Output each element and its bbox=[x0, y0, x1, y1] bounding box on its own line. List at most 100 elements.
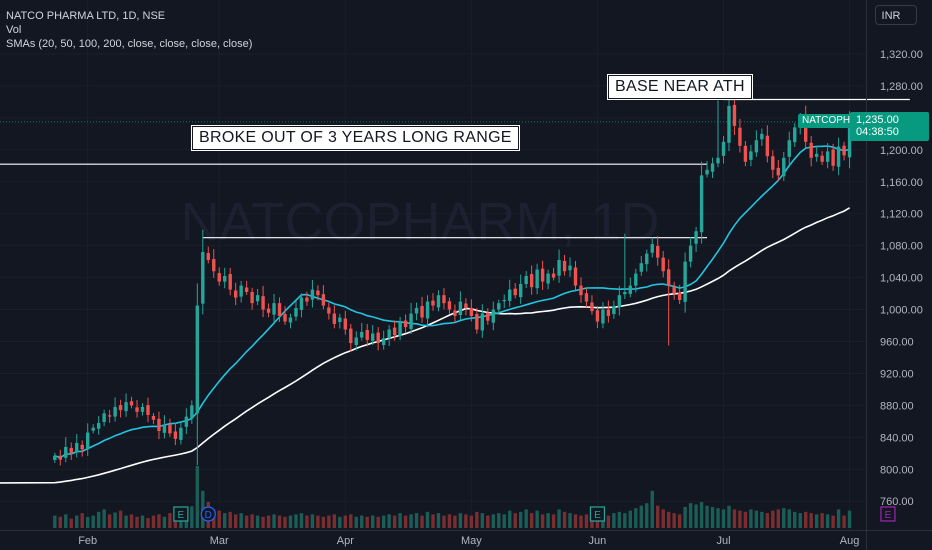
symbol-title[interactable]: NATCO PHARMA LTD, 1D, NSE bbox=[6, 10, 166, 22]
volume-bar bbox=[645, 503, 649, 528]
candle-body bbox=[814, 153, 819, 157]
earnings-marker[interactable] bbox=[589, 506, 606, 522]
volume-bar bbox=[371, 515, 375, 528]
sma-indicator-label[interactable]: SMAs (20, 50, 100, 200, close, close, cl… bbox=[6, 38, 253, 50]
volume-bar bbox=[721, 509, 726, 528]
x-tick-label: Feb bbox=[78, 535, 97, 547]
candle-body bbox=[606, 309, 611, 316]
candle-body bbox=[710, 163, 715, 172]
earnings-marker[interactable] bbox=[173, 506, 189, 522]
volume-bar bbox=[392, 515, 397, 528]
volume-bar bbox=[294, 514, 298, 528]
candle-body bbox=[601, 309, 605, 324]
currency-button[interactable]: INR bbox=[875, 5, 917, 25]
earnings-marker[interactable] bbox=[880, 506, 896, 522]
candle-body bbox=[480, 313, 485, 331]
candle-body bbox=[64, 446, 68, 458]
candle-body bbox=[360, 331, 364, 338]
volume-bar bbox=[798, 513, 802, 528]
y-tick-label: 1,320.00 bbox=[880, 49, 923, 61]
candle-body bbox=[343, 318, 348, 330]
candle-body bbox=[398, 321, 402, 337]
volume-bar bbox=[442, 515, 446, 528]
candle-body bbox=[201, 252, 205, 304]
candle-body bbox=[804, 117, 808, 142]
volume-bar bbox=[217, 510, 221, 528]
breakout-annotation[interactable]: BROKE OUT OF 3 YEARS LONG RANGE bbox=[191, 125, 520, 151]
volume-bar bbox=[458, 513, 463, 528]
candle-body bbox=[502, 299, 506, 302]
volume-bar bbox=[469, 515, 474, 528]
x-tick-label: May bbox=[461, 535, 482, 547]
candle-body bbox=[151, 415, 156, 420]
y-tick-label: 760.00 bbox=[880, 496, 914, 508]
volume-bar bbox=[787, 509, 791, 528]
candle-body bbox=[831, 149, 835, 166]
base-annotation[interactable]: BASE NEAR ATH bbox=[607, 74, 753, 100]
volume-bar bbox=[53, 515, 57, 528]
time-axis[interactable]: FebMarAprMayJunJulAugSep bbox=[0, 530, 932, 548]
volume-bar bbox=[447, 514, 452, 528]
volume-bar bbox=[365, 516, 369, 528]
volume-bar bbox=[650, 490, 654, 528]
candle-body bbox=[431, 300, 435, 306]
volume-bar bbox=[743, 511, 748, 528]
candle-body bbox=[447, 301, 452, 310]
candle-body bbox=[469, 307, 474, 316]
volume-bar bbox=[129, 514, 134, 528]
y-tick-label: 960.00 bbox=[880, 337, 914, 349]
volume-bar bbox=[360, 515, 364, 528]
candle-body bbox=[716, 157, 720, 164]
candle-body bbox=[118, 405, 123, 411]
volume-bar bbox=[80, 513, 84, 528]
volume-bar bbox=[738, 510, 742, 528]
candle-body bbox=[96, 422, 101, 429]
volume-indicator-label[interactable]: Vol bbox=[6, 24, 22, 36]
candle-body bbox=[436, 295, 441, 308]
volume-bar bbox=[239, 513, 243, 528]
dividend-marker[interactable] bbox=[200, 506, 216, 522]
event-marker-label: E bbox=[594, 510, 601, 521]
last-price: 1,235.00 bbox=[856, 114, 899, 126]
volume-bar bbox=[628, 510, 633, 528]
candle-body bbox=[173, 431, 178, 439]
volume-bar bbox=[612, 513, 616, 528]
candle-body bbox=[809, 142, 813, 158]
volume-bar bbox=[288, 515, 293, 528]
candle-body bbox=[354, 337, 358, 346]
volume-bar bbox=[776, 509, 781, 528]
candle-body bbox=[573, 267, 578, 286]
volume-bar bbox=[107, 514, 112, 528]
volume-bar bbox=[513, 513, 517, 528]
candle-body bbox=[656, 245, 660, 258]
candle-body bbox=[233, 290, 238, 298]
volume-bar bbox=[623, 513, 627, 528]
y-tick-label: 920.00 bbox=[880, 368, 914, 380]
candle-body bbox=[540, 268, 545, 282]
volume-bar bbox=[464, 514, 468, 528]
candle-body bbox=[113, 406, 117, 417]
candle-body bbox=[579, 285, 583, 296]
volume-bar bbox=[579, 515, 583, 528]
candle-body bbox=[239, 285, 243, 297]
y-tick-label: 1,080.00 bbox=[880, 241, 923, 253]
candle-body bbox=[645, 253, 649, 265]
candle-body bbox=[283, 314, 287, 322]
volume-bar bbox=[321, 516, 326, 528]
candle-body bbox=[217, 273, 221, 282]
volume-bar bbox=[151, 515, 156, 528]
candle-body bbox=[409, 313, 413, 330]
volume-bar bbox=[804, 511, 808, 528]
sma50-line bbox=[0, 207, 851, 484]
volume-bar bbox=[809, 513, 813, 528]
volume-bar bbox=[233, 514, 238, 528]
event-marker-label: E bbox=[885, 510, 892, 521]
volume-bar bbox=[162, 516, 167, 528]
candle-body bbox=[381, 338, 386, 346]
volume-bar bbox=[58, 516, 62, 528]
candle-body bbox=[508, 289, 512, 301]
candle-body bbox=[513, 288, 517, 296]
candle-body bbox=[420, 306, 424, 318]
